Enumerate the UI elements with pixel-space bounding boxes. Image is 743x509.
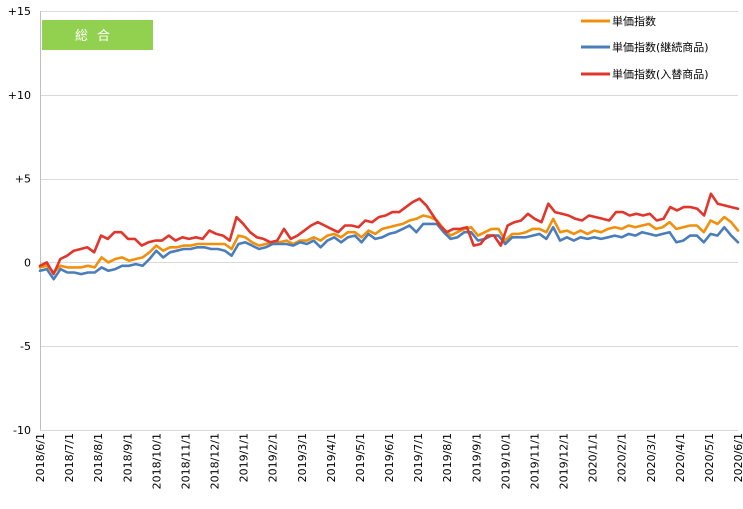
y-tick-label: 0 [24, 256, 31, 269]
series-line-0 [38, 214, 740, 274]
x-tick-label: 2019/5/1 [354, 433, 367, 482]
x-tick-label: 2019/6/1 [383, 433, 396, 482]
x-tick-label: 2019/2/1 [267, 433, 280, 482]
x-tick-label: 2020/6/1 [732, 433, 743, 482]
series-lines [38, 192, 740, 281]
y-tick-label: +5 [15, 173, 31, 186]
x-tick-label: 2019/9/1 [470, 433, 483, 482]
x-tick-label: 2018/7/1 [63, 433, 76, 482]
x-tick-label: 2018/11/1 [179, 433, 192, 489]
x-tick-label: 2020/1/1 [587, 433, 600, 482]
legend-label-1: 単価指数(継続商品) [612, 40, 709, 54]
badge: 総合 [42, 20, 153, 50]
x-tick-label: 2018/6/1 [34, 433, 47, 482]
x-tick-label: 2020/4/1 [674, 433, 687, 482]
series-line-1 [38, 222, 740, 281]
x-tick-label: 2019/3/1 [296, 433, 309, 482]
x-tick-label: 2019/8/1 [441, 433, 454, 482]
x-tick-label: 2019/7/1 [412, 433, 425, 482]
x-axis-tick-labels: 2018/6/1 2018/7/1 2018/8/1 2018/9/1 2018/10/… [34, 433, 743, 489]
badge-background [42, 20, 153, 50]
x-tick-label: 2019/11/1 [528, 433, 541, 489]
gridlines [40, 11, 738, 431]
x-tick-label: 2019/12/1 [558, 433, 571, 489]
series-line-2 [38, 192, 740, 276]
x-tick-label: 2018/8/1 [92, 433, 105, 482]
badge-label: 総合 [75, 29, 119, 44]
x-tick-label: 2019/1/1 [238, 433, 251, 482]
x-tick-label: 2019/4/1 [325, 433, 338, 482]
x-tick-label: 2020/5/1 [703, 433, 716, 482]
legend-label-2: 単価指数(入替商品) [612, 67, 709, 81]
x-tick-label: 2018/10/1 [150, 433, 163, 489]
x-tick-label: 2018/12/1 [209, 433, 222, 489]
y-tick-label: -10 [13, 424, 31, 437]
legend-label-0: 単価指数 [612, 14, 656, 28]
y-axis-tick-labels: +15 +10 +5 0 -5 -10 [8, 5, 31, 437]
x-tick-label: 2020/2/1 [616, 433, 629, 482]
x-tick-label: 2018/9/1 [121, 433, 134, 482]
y-tick-label: +15 [8, 5, 31, 18]
x-tick-label: 2020/3/1 [645, 433, 658, 482]
x-tick-label: 2019/10/1 [499, 433, 512, 489]
y-tick-label: -5 [20, 340, 31, 353]
y-tick-label: +10 [8, 89, 31, 102]
